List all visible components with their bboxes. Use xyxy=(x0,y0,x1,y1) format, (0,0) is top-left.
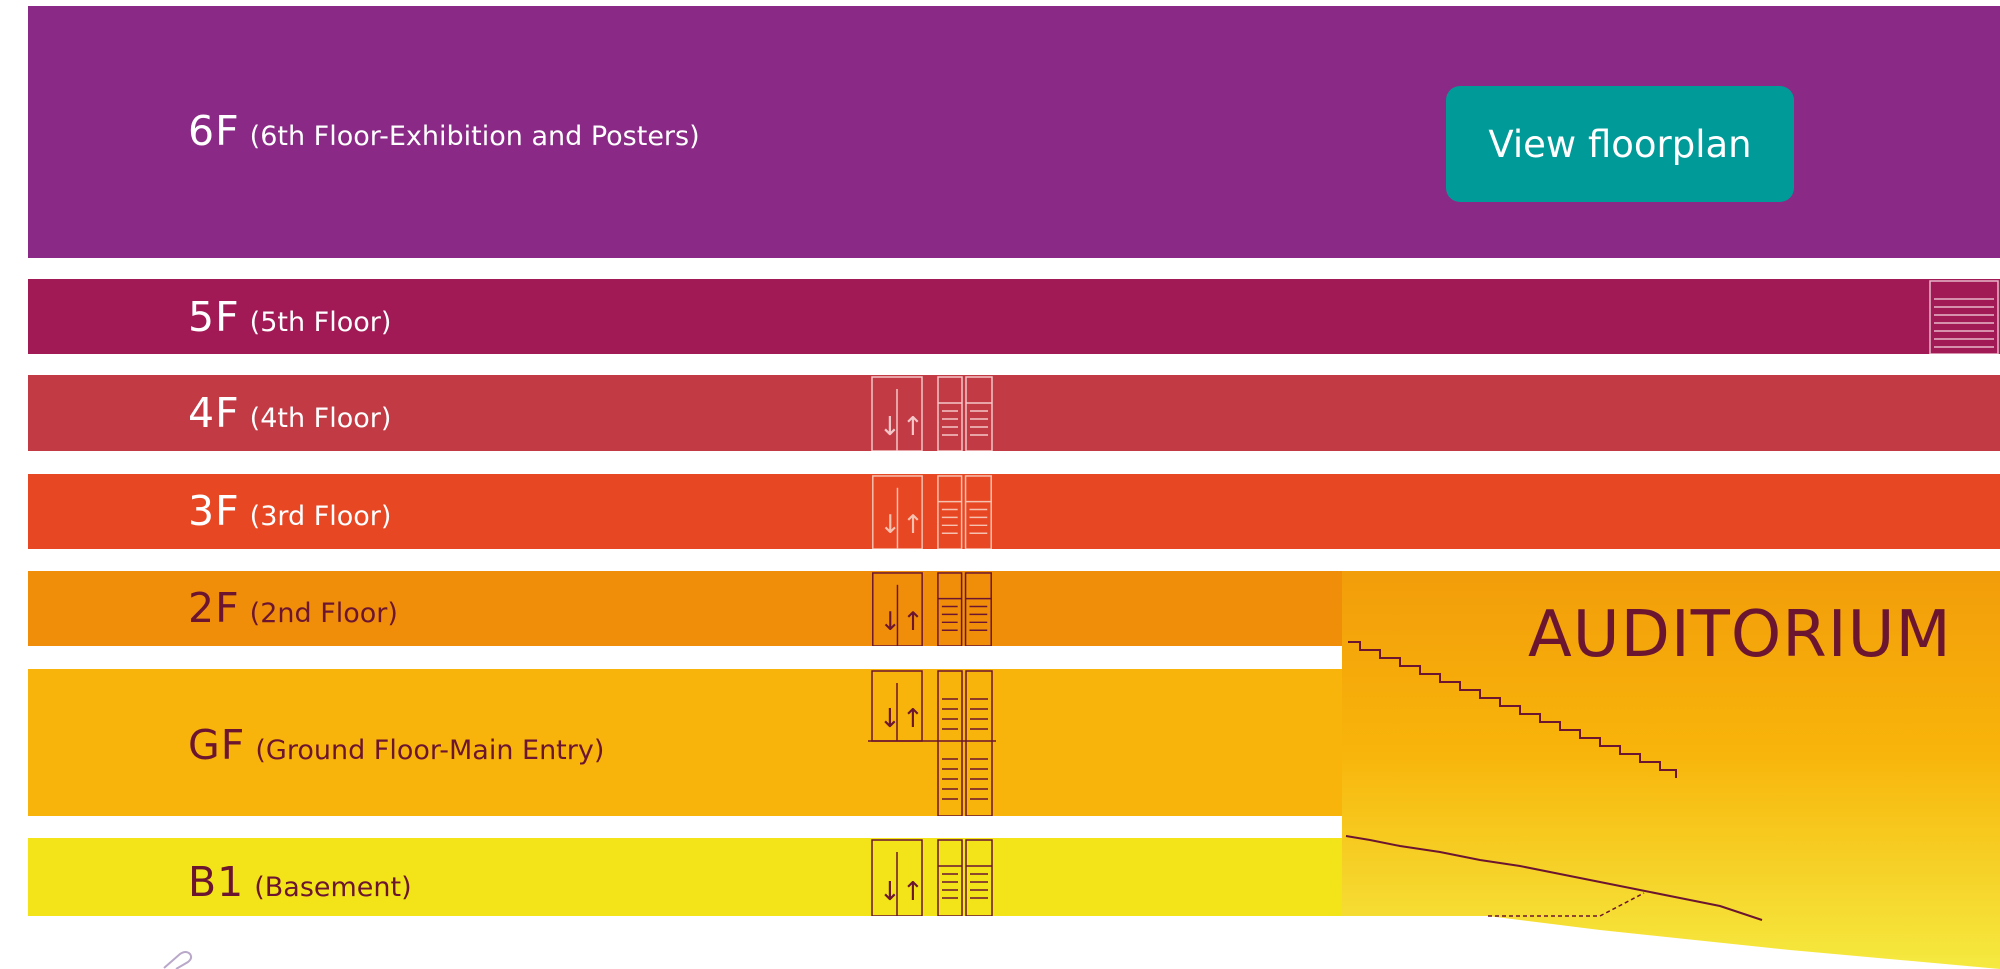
floor-gf-label: GF (Ground Floor-Main Entry) xyxy=(188,721,604,769)
svg-text:↓: ↓ xyxy=(880,510,901,540)
elevator-icon: ↓ ↑ xyxy=(868,838,996,916)
paperclip-icon xyxy=(160,950,196,969)
floor-b1-band[interactable]: B1 (Basement) xyxy=(28,838,2000,916)
floor-4f-label: 4F (4th Floor) xyxy=(188,389,391,437)
floor-description: (Ground Floor-Main Entry) xyxy=(255,735,604,766)
floor-description: (3rd Floor) xyxy=(250,501,392,532)
svg-text:↑: ↑ xyxy=(902,877,924,907)
svg-text:↓: ↓ xyxy=(879,877,901,907)
floor-5f-band[interactable]: 5F (5th Floor) xyxy=(28,279,2000,354)
floor-2f-label: 2F (2nd Floor) xyxy=(188,584,398,632)
floor-description: (2nd Floor) xyxy=(250,598,398,629)
floor-gf-band[interactable]: GF (Ground Floor-Main Entry) xyxy=(28,669,2000,816)
floor-description: (5th Floor) xyxy=(250,307,392,338)
floor-code: GF xyxy=(188,721,245,769)
svg-text:↑: ↑ xyxy=(902,412,924,442)
svg-text:↑: ↑ xyxy=(902,607,923,637)
floor-3f-label: 3F (3rd Floor) xyxy=(188,487,391,535)
floor-code: B1 xyxy=(188,858,244,906)
floor-6f-label: 6F (6th Floor-Exhibition and Posters) xyxy=(188,107,700,155)
floor-3f-band[interactable]: 3F (3rd Floor) xyxy=(28,474,2000,549)
view-floorplan-button[interactable]: View floorplan xyxy=(1446,86,1794,202)
elevator-icon: ↓ ↑ xyxy=(868,474,996,549)
svg-text:↑: ↑ xyxy=(902,704,924,734)
floor-b1-label: B1 (Basement) xyxy=(188,858,412,906)
svg-text:↓: ↓ xyxy=(879,412,901,442)
elevator-icon: ↓ ↑ xyxy=(868,375,996,451)
floor-code: 5F xyxy=(188,293,240,341)
floor-description: (4th Floor) xyxy=(250,403,392,434)
floor-code: 3F xyxy=(188,487,240,535)
floor-description: (6th Floor-Exhibition and Posters) xyxy=(250,121,700,152)
floor-code: 6F xyxy=(188,107,240,155)
auditorium-label: AUDITORIUM xyxy=(1528,598,1952,672)
floor-5f-label: 5F (5th Floor) xyxy=(188,293,391,341)
floor-code: 2F xyxy=(188,584,240,632)
svg-text:↓: ↓ xyxy=(880,607,901,637)
floor-4f-band[interactable]: 4F (4th Floor) xyxy=(28,375,2000,451)
floor-code: 4F xyxy=(188,389,240,437)
elevator-icon: ↓ ↑ xyxy=(868,571,996,646)
elevator-icon: ↓ ↑ xyxy=(868,669,996,816)
floor-description: (Basement) xyxy=(254,872,411,903)
svg-text:↓: ↓ xyxy=(879,704,901,734)
svg-text:↑: ↑ xyxy=(902,510,923,540)
stairs-icon xyxy=(1926,279,2000,354)
floor-6f-band[interactable]: 6F (6th Floor-Exhibition and Posters) Vie… xyxy=(28,6,2000,258)
